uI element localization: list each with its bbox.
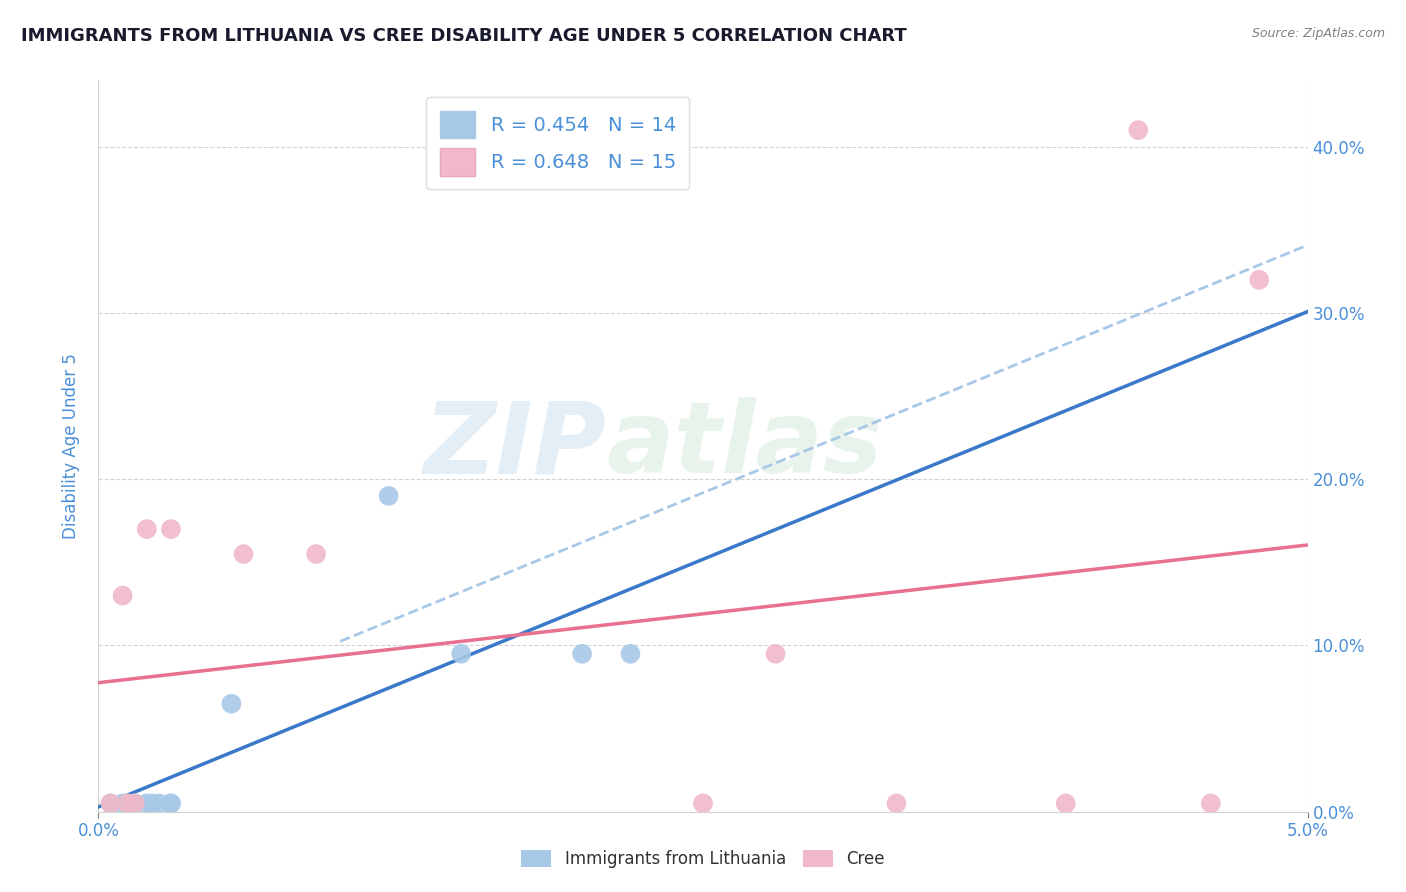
Point: [692, 797, 714, 811]
Point: [117, 797, 139, 811]
Legend: R = 0.454   N = 14, R = 0.648   N = 15: R = 0.454 N = 14, R = 0.648 N = 15: [426, 97, 689, 189]
Point: [450, 647, 472, 661]
Point: [135, 797, 157, 811]
Point: [111, 589, 134, 603]
Point: [232, 547, 254, 561]
Point: [160, 797, 183, 811]
Point: [135, 522, 157, 536]
Point: [160, 522, 183, 536]
Point: [117, 797, 139, 811]
Text: ZIP: ZIP: [423, 398, 606, 494]
Point: [100, 797, 122, 811]
Point: [765, 647, 787, 661]
Point: [141, 797, 163, 811]
Point: [1199, 797, 1222, 811]
Point: [305, 547, 328, 561]
Point: [100, 797, 122, 811]
Point: [124, 797, 146, 811]
Point: [1249, 273, 1271, 287]
Point: [886, 797, 908, 811]
Text: IMMIGRANTS FROM LITHUANIA VS CREE DISABILITY AGE UNDER 5 CORRELATION CHART: IMMIGRANTS FROM LITHUANIA VS CREE DISABI…: [21, 27, 907, 45]
Point: [111, 797, 134, 811]
Text: Source: ZipAtlas.com: Source: ZipAtlas.com: [1251, 27, 1385, 40]
Point: [148, 797, 170, 811]
Point: [124, 797, 146, 811]
Legend: Immigrants from Lithuania, Cree: Immigrants from Lithuania, Cree: [515, 843, 891, 875]
Point: [221, 697, 243, 711]
Point: [1054, 797, 1077, 811]
Point: [571, 647, 593, 661]
Point: [619, 647, 641, 661]
Point: [160, 797, 183, 811]
Point: [1128, 123, 1150, 137]
Point: [377, 489, 399, 503]
Text: atlas: atlas: [606, 398, 883, 494]
Y-axis label: Disability Age Under 5: Disability Age Under 5: [62, 353, 80, 539]
